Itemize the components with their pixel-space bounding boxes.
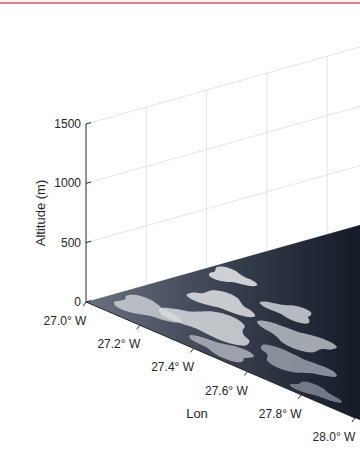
svg-text:27.2° W: 27.2° W: [97, 337, 140, 351]
svg-text:27.6° W: 27.6° W: [205, 384, 248, 398]
svg-text:Lon: Lon: [186, 406, 208, 421]
svg-text:1500: 1500: [54, 117, 81, 131]
svg-text:500: 500: [61, 236, 81, 250]
svg-text:27.4° W: 27.4° W: [151, 360, 194, 374]
svg-text:27.8° W: 27.8° W: [259, 407, 302, 421]
svg-text:28.0° W: 28.0° W: [313, 430, 356, 444]
svg-text:27.0° W: 27.0° W: [44, 314, 87, 328]
svg-text:Altitude (m): Altitude (m): [33, 180, 48, 246]
svg-text:0: 0: [74, 295, 81, 309]
svg-text:1000: 1000: [54, 176, 81, 190]
